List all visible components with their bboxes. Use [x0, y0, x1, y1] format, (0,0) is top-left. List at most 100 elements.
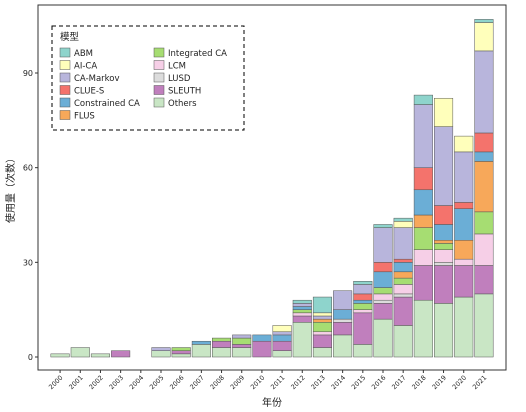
- legend-swatch-integrated-ca: [153, 47, 165, 58]
- x-tick-label: 2015: [350, 374, 367, 391]
- x-tick-label: 2006: [168, 374, 185, 391]
- bar-2012-constrained-ca: [292, 306, 312, 310]
- bar-2020-clue-s: [454, 202, 474, 209]
- bar-2015-lcm: [353, 309, 373, 314]
- legend-swatch-clue-s: [59, 85, 71, 95]
- x-tick-label: 2002: [88, 374, 105, 391]
- x-tick-label: 2019: [431, 374, 448, 391]
- bar-2013-lcm: [312, 331, 332, 336]
- x-tick-label: 2020: [451, 374, 468, 391]
- bar-2006-others: [171, 353, 191, 358]
- x-tick-label: 2013: [310, 374, 327, 391]
- bar-2019-flus: [434, 239, 454, 244]
- bar-2011-others: [272, 350, 292, 358]
- legend: 模型 ABM AI-CA CA-Markov CLUE-S Constrained CA…: [51, 25, 245, 131]
- bar-2019-integrated-ca: [434, 243, 454, 250]
- bar-2021-abm: [474, 19, 494, 23]
- x-tick-label: 2010: [249, 374, 266, 391]
- x-axis-title: 年份: [262, 396, 282, 409]
- x-tick-label: 2007: [188, 374, 205, 391]
- x-tick-label: 2003: [108, 374, 125, 391]
- legend-label: Constrained CA: [74, 99, 140, 109]
- bar-2007-constrained-ca: [191, 340, 211, 345]
- bar-2011-constrained-ca: [272, 334, 292, 342]
- bar-2015-constrained-ca: [353, 299, 373, 304]
- legend-swatch-ca-markov: [59, 72, 71, 83]
- bar-2020-flus: [454, 239, 474, 260]
- bar-2006-sleuth: [171, 350, 191, 355]
- legend-label: ABM: [74, 49, 93, 59]
- bar-2014-constrained-ca: [333, 309, 353, 320]
- bar-2021-others: [474, 293, 494, 358]
- legend-label: FLUS: [74, 112, 95, 122]
- bar-2013-ca-markov: [312, 315, 332, 320]
- bar-2012-lcm: [292, 312, 312, 317]
- bar-2021-ai-ca: [474, 22, 494, 52]
- bar-2009-others: [232, 347, 252, 358]
- bar-2016-others: [373, 318, 393, 358]
- bar-2015-others: [353, 344, 373, 358]
- legend-label: SLEUTH: [168, 87, 201, 97]
- bar-2011-ca-markov: [272, 331, 292, 336]
- bar-2001-others: [70, 347, 90, 358]
- bar-2017-sleuth: [393, 296, 413, 326]
- bar-2013-others: [312, 347, 332, 358]
- bar-2019-lusd: [434, 262, 454, 266]
- x-tick-label: 2021: [471, 374, 488, 391]
- bar-2013-abm: [312, 296, 332, 314]
- bar-2019-ca-markov: [434, 126, 454, 206]
- bar-2021-clue-s: [474, 132, 494, 153]
- bar-2011-sleuth: [272, 340, 292, 351]
- y-tick-label: 30: [23, 258, 33, 267]
- legend-swatch-flus: [59, 110, 71, 120]
- bar-2012-ca-markov: [292, 303, 312, 307]
- bar-2000-others: [50, 353, 70, 358]
- y-tick-label: 90: [23, 69, 33, 78]
- bar-2009-ca-markov: [232, 334, 252, 339]
- bar-2015-integrated-ca: [353, 303, 373, 310]
- bar-2020-ca-markov: [454, 151, 474, 203]
- bar-2018-ca-markov: [413, 104, 433, 168]
- bar-2020-lcm: [454, 258, 474, 266]
- legend-label: Others: [168, 99, 197, 109]
- bar-2018-lcm: [413, 249, 433, 266]
- legend-swatch-lusd: [153, 72, 165, 83]
- bar-2009-integrated-ca: [232, 337, 252, 345]
- bar-2017-flus: [393, 271, 413, 279]
- bar-2019-sleuth: [434, 265, 454, 304]
- bar-2013-sleuth: [312, 334, 332, 348]
- bar-2017-lcm: [393, 284, 413, 295]
- bar-2021-sleuth: [474, 265, 494, 295]
- bar-2017-ca-markov: [393, 227, 413, 260]
- bar-2008-integrated-ca: [212, 337, 232, 342]
- legend-title: 模型: [60, 31, 80, 43]
- legend-swatch-abm: [59, 47, 71, 58]
- x-tick-label: 2001: [67, 374, 84, 391]
- bar-layer: [50, 19, 494, 358]
- bar-2018-integrated-ca: [413, 227, 433, 250]
- bar-2021-ca-markov: [474, 50, 494, 134]
- bar-2005-ca-markov: [151, 347, 171, 351]
- bar-2016-integrated-ca: [373, 287, 393, 295]
- bar-2015-abm: [353, 281, 373, 285]
- legend-label: LCM: [168, 62, 186, 72]
- legend-swatch-sleuth: [153, 85, 165, 95]
- bar-2013-ai-ca: [312, 312, 332, 317]
- bar-2003-sleuth: [111, 350, 131, 358]
- legend-label: CLUE-S: [74, 87, 104, 97]
- legend-label: LUSD: [168, 74, 191, 84]
- x-tick-label: 2005: [148, 374, 165, 391]
- bar-2016-sleuth: [373, 303, 393, 320]
- legend-label: CA-Markov: [74, 74, 120, 84]
- bar-2007-others: [191, 344, 211, 358]
- bar-2016-lusd: [373, 299, 393, 304]
- x-tick-label: 2017: [390, 374, 407, 391]
- bar-2008-others: [212, 347, 232, 358]
- bar-2012-integrated-ca: [292, 309, 312, 314]
- bar-2012-others: [292, 322, 312, 358]
- bar-2019-others: [434, 303, 454, 358]
- bar-2015-ca-markov: [353, 284, 373, 295]
- bar-2005-others: [151, 350, 171, 358]
- legend-swatch-others: [153, 97, 165, 108]
- bar-2016-lcm: [373, 293, 393, 301]
